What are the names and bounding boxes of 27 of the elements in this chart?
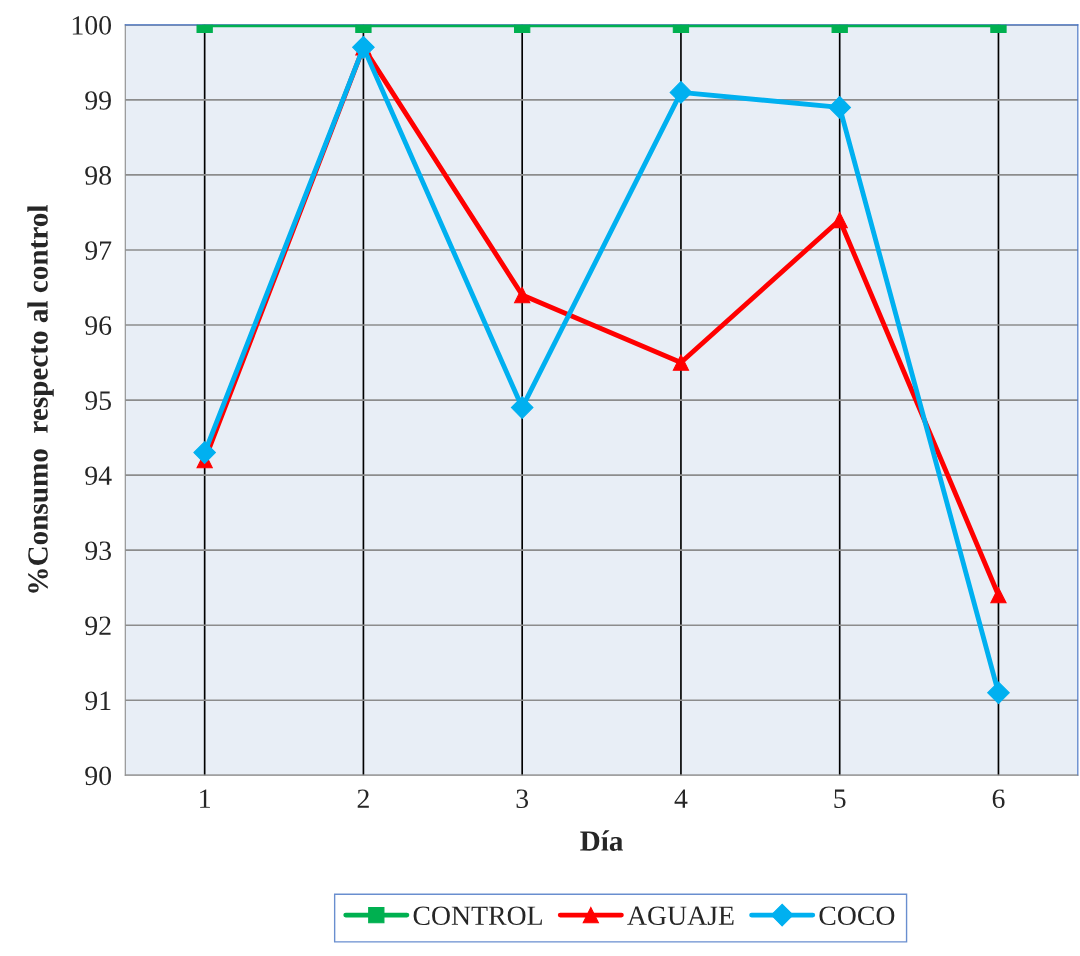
y-tick-label: 91 xyxy=(85,691,111,711)
y-tick-label: 94 xyxy=(85,466,112,486)
x-tick-label: 2 xyxy=(357,789,369,808)
x-tick-label: 4 xyxy=(674,789,688,808)
y-tick-label: 97 xyxy=(85,241,112,260)
point xyxy=(193,441,216,464)
y-tick-label: 100 xyxy=(72,16,112,35)
y-tick-label: 99 xyxy=(85,91,111,110)
y-tick-label: 92 xyxy=(85,616,111,636)
point xyxy=(514,286,531,304)
y-tick-label: 95 xyxy=(85,391,111,410)
legend-label: AGUAJE xyxy=(627,906,734,926)
y-tick-label: 96 xyxy=(85,316,112,335)
point xyxy=(672,354,690,371)
legend-label: COCO xyxy=(819,906,895,926)
point xyxy=(990,587,1007,604)
x-axis-title: Día xyxy=(580,830,623,851)
x-tick-label: 1 xyxy=(200,789,210,808)
y-tick-label: 93 xyxy=(85,541,111,561)
x-tick-label: 3 xyxy=(516,789,529,809)
point xyxy=(510,396,534,419)
y-tick-label: 98 xyxy=(85,166,112,185)
x-tick-label: 5 xyxy=(834,789,846,809)
y-axis-title: %Consumo respecto al control xyxy=(27,205,54,593)
legend-label: CONTROL xyxy=(413,906,542,926)
y-tick-label: 90 xyxy=(85,766,112,786)
x-tick-label: 6 xyxy=(992,789,1005,809)
